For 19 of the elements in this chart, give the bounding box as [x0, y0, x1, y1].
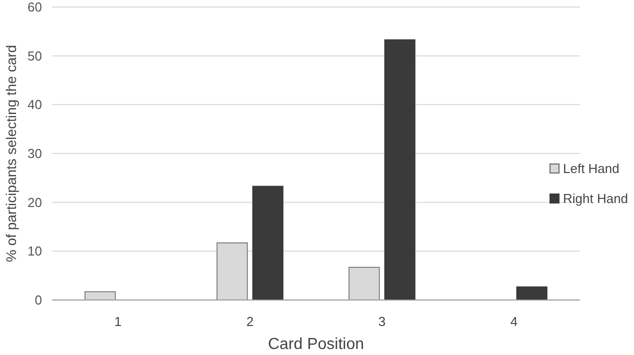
x-tick-label: 4 — [510, 314, 518, 329]
x-axis-title: Card Position — [268, 336, 364, 353]
bar — [384, 39, 416, 300]
y-tick-label: 50 — [28, 48, 42, 64]
x-tick-label: 1 — [114, 314, 122, 329]
y-axis-title: % of participants selecting the card — [3, 44, 19, 262]
y-tick-label: 0 — [34, 292, 42, 308]
y-tick-label: 60 — [28, 0, 42, 15]
bar — [516, 286, 548, 300]
y-tick-label: 30 — [28, 146, 42, 162]
y-tick-label: 10 — [28, 244, 42, 259]
y-tick-label: 40 — [28, 97, 42, 112]
y-tick-label: 20 — [28, 194, 42, 210]
legend-label: Right Hand — [563, 191, 628, 206]
x-tick-label: 2 — [246, 314, 254, 329]
bar — [348, 266, 380, 300]
legend-label: Left Hand — [563, 161, 620, 176]
x-tick-label: 3 — [378, 314, 386, 329]
bar — [252, 186, 284, 300]
